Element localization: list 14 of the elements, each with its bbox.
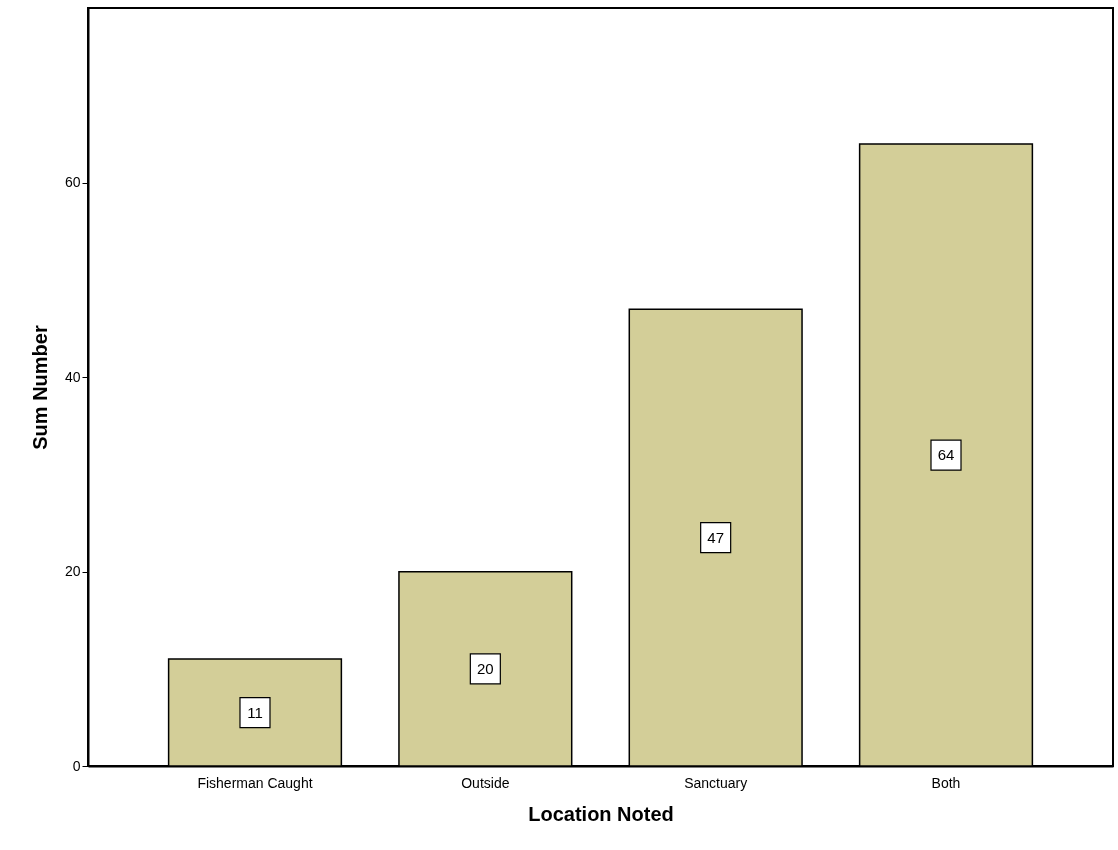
x-axis-title: Location Noted — [528, 802, 674, 825]
y-tick-label: 60 — [64, 174, 81, 191]
x-tick-label: Fisherman Caught — [197, 774, 313, 791]
y-tick-label: 0 — [72, 757, 81, 774]
y-tick-label: 40 — [64, 368, 81, 385]
y-axis-title: Sum Number — [28, 325, 51, 450]
data-label: 11 — [247, 703, 263, 721]
y-tick-label: 20 — [64, 563, 81, 580]
data-label: 64 — [937, 446, 955, 464]
x-tick-label: Both — [931, 774, 961, 791]
x-tick-label: Sanctuary — [684, 774, 748, 791]
data-label: 20 — [476, 659, 494, 677]
data-label: 47 — [707, 528, 725, 546]
x-tick-label: Outside — [461, 774, 510, 791]
